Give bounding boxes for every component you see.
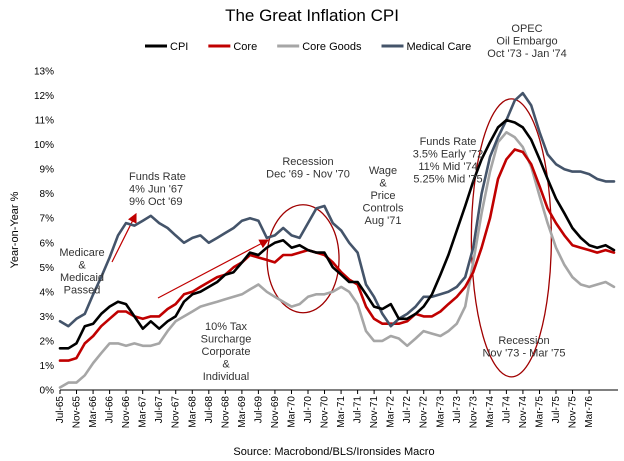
annotation-wage: Wage & Price Controls Aug '71 xyxy=(363,165,404,227)
x-tick-label: Mar-66 xyxy=(88,396,99,428)
x-tick-label: Mar-73 xyxy=(435,396,446,428)
y-tick-label: 13% xyxy=(34,67,54,78)
source-note: Source: Macrobond/BLS/Ironsides Macro xyxy=(233,446,434,458)
y-tick-label: 3% xyxy=(40,312,55,323)
legend-label: Core Goods xyxy=(302,41,362,53)
x-tick-label: Jul-67 xyxy=(154,396,165,424)
x-tick-label: Mar-68 xyxy=(187,396,198,428)
x-tick-label: Mar-75 xyxy=(534,396,545,428)
series-line-core-goods xyxy=(58,131,616,389)
x-tick-label: Nov-74 xyxy=(518,396,529,429)
x-tick-label: Jul-70 xyxy=(303,396,314,424)
annotation-tax: 10% Tax Surcharge Corporate & Individual xyxy=(201,321,252,383)
y-axis-label: Year-on-Year % xyxy=(9,191,21,268)
series-lines xyxy=(58,91,616,389)
x-tick-label: Mar-72 xyxy=(386,396,397,428)
y-tick-label: 8% xyxy=(40,189,55,200)
annotation-medicare: Medicare & Medicaid Passed xyxy=(59,247,104,297)
y-tick-label: 4% xyxy=(40,287,55,298)
x-tick-label: Nov-75 xyxy=(568,396,579,429)
x-tick-label: Jul-66 xyxy=(105,396,116,424)
x-tick-label: Nov-71 xyxy=(369,396,380,429)
annotation-arrows xyxy=(111,212,270,299)
legend: CPI Core Core Goods Medical Care xyxy=(145,41,471,53)
legend-label: Core xyxy=(233,41,257,53)
series-line-medical-care xyxy=(58,91,616,328)
x-tick-label: Jul-71 xyxy=(353,396,364,424)
y-tick-label: 10% xyxy=(34,140,54,151)
y-tick-label: 5% xyxy=(40,263,55,274)
x-tick-label: Jul-65 xyxy=(55,396,66,424)
y-tick-label: 12% xyxy=(34,91,54,102)
tax-surcharge-arrow xyxy=(157,239,270,299)
x-tick-label: Jul-74 xyxy=(501,396,512,424)
x-tick-label: Mar-69 xyxy=(237,396,248,428)
legend-label: Medical Care xyxy=(407,41,472,53)
y-tick-label: 2% xyxy=(40,336,55,347)
x-tick-label: Mar-71 xyxy=(336,396,347,428)
annotation-recession1: Recession Dec '69 - Nov '70 xyxy=(266,156,350,181)
x-tick-label: Mar-74 xyxy=(485,396,496,428)
y-tick-label: 0% xyxy=(40,386,55,397)
x-tick-label: Nov-69 xyxy=(270,396,281,429)
annotation-recession2: Recession Nov '73 - Mar '75 xyxy=(482,335,565,360)
y-tick-label: 1% xyxy=(40,361,55,372)
annotation-funds1: Funds Rate 4% Jun '67 9% Oct '69 xyxy=(129,171,186,208)
x-tick-label: Nov-72 xyxy=(419,396,430,429)
x-tick-label: Nov-67 xyxy=(171,396,182,429)
x-tick-label: Nov-65 xyxy=(72,396,83,429)
annotation-opec: OPEC Oil Embargo Oct '73 - Jan '74 xyxy=(487,23,566,60)
y-axis-ticks: 0% 1% 2% 3% 4% 5% 6% 7% 8% 9% 10% 11% 12% 13% xyxy=(34,67,54,397)
x-tick-label: Nov-68 xyxy=(220,396,231,429)
y-tick-label: 7% xyxy=(40,214,55,225)
x-axis: Jul-65 Nov-65 Mar-66 Jul-66 Nov-66 Mar-67 Jul-… xyxy=(55,389,618,429)
x-tick-label: Mar-67 xyxy=(138,396,149,428)
x-tick-label: Mar-76 xyxy=(584,396,595,428)
y-tick-label: 9% xyxy=(40,165,55,176)
x-tick-label: Nov-70 xyxy=(320,396,331,429)
legend-label: CPI xyxy=(170,41,188,53)
chart-title: The Great Inflation CPI xyxy=(225,6,399,25)
annotations: Medicare & Medicaid Passed Funds Rate 4% Jun … xyxy=(59,23,566,383)
annotation-funds2: Funds Rate 3.5% Early '72 11% Mid '74 5.25%… xyxy=(413,136,484,186)
series-line-core xyxy=(58,148,616,362)
x-tick-label: Jul-68 xyxy=(204,396,215,424)
x-tick-label: Nov-73 xyxy=(468,396,479,429)
x-tick-label: Jul-69 xyxy=(253,396,264,424)
x-tick-label: Jul-75 xyxy=(551,396,562,424)
x-tick-label: Jul-73 xyxy=(452,396,463,424)
series-line-cpi xyxy=(58,118,616,350)
funds-rate-arrow xyxy=(111,212,137,263)
y-tick-label: 6% xyxy=(40,238,55,249)
x-tick-label: Nov-66 xyxy=(121,396,132,429)
y-tick-label: 11% xyxy=(35,116,54,127)
x-tick-label: Jul-72 xyxy=(402,396,413,424)
x-tick-label: Mar-70 xyxy=(286,396,297,428)
